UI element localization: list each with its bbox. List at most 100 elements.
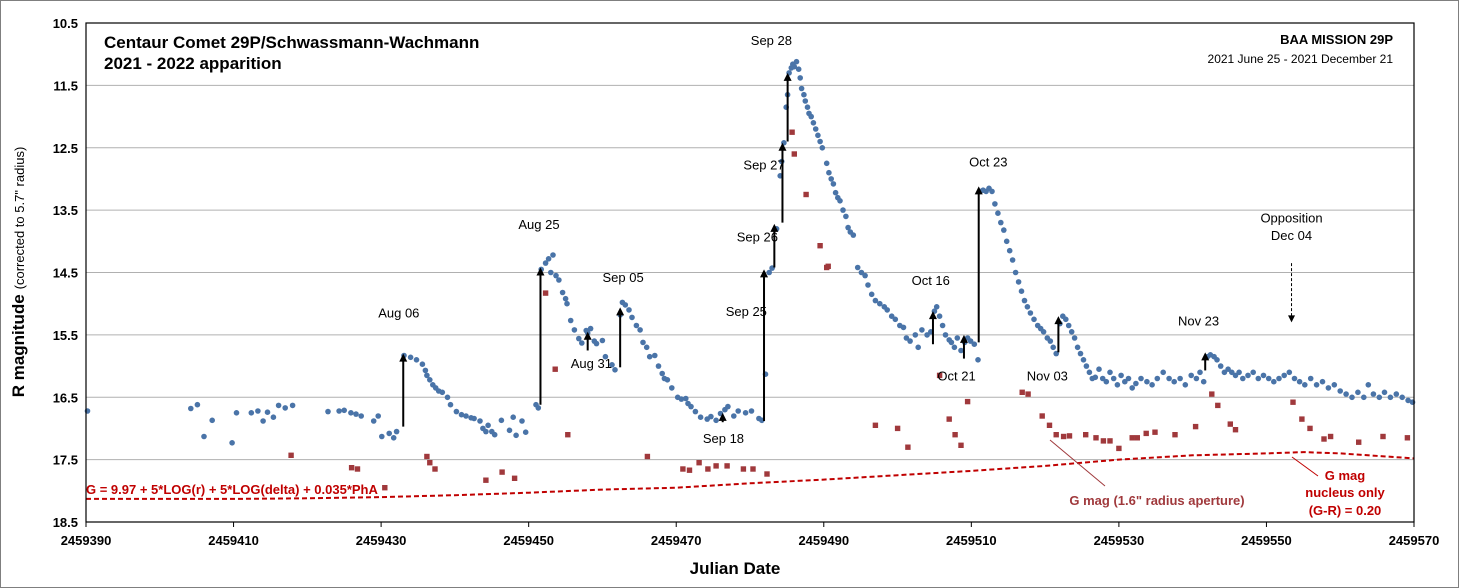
x-tick-label: 2459450 — [503, 533, 554, 548]
outburst-label: Aug 06 — [378, 305, 419, 320]
outburst-arrow-head — [959, 334, 968, 343]
g-point — [789, 129, 795, 135]
r-point — [1240, 375, 1246, 382]
r-point — [854, 264, 861, 271]
g-point — [894, 425, 901, 432]
r-point — [1250, 369, 1256, 376]
r-point — [407, 354, 414, 361]
r-point — [1149, 382, 1155, 388]
r-point — [576, 335, 582, 342]
r-point — [264, 409, 271, 416]
g-point — [1380, 433, 1386, 440]
outburst-label: Sep 25 — [726, 304, 767, 319]
r-point — [270, 414, 277, 421]
g-point — [1100, 438, 1107, 444]
x-tick-label: 2459530 — [1094, 533, 1145, 548]
r-point — [912, 332, 919, 338]
outburst-arrows — [399, 72, 1210, 427]
r-point — [510, 414, 516, 421]
r-point — [808, 113, 814, 120]
r-point — [599, 337, 606, 344]
r-point — [255, 408, 261, 414]
r-point — [1331, 382, 1338, 388]
r-point — [535, 405, 542, 411]
g-point — [1290, 399, 1296, 405]
r-point — [1271, 378, 1277, 385]
r-point — [248, 410, 255, 416]
r-point — [817, 138, 823, 145]
r-point — [553, 272, 559, 279]
outburst-label: Sep 26 — [737, 229, 778, 244]
r-point — [1307, 375, 1314, 382]
r-point — [1001, 227, 1007, 233]
r-point — [1166, 375, 1172, 382]
mission-label: BAA MISSION 29P — [1280, 32, 1393, 47]
g-point — [686, 467, 693, 473]
outburst-arrow-head — [770, 223, 779, 232]
r-point — [858, 269, 865, 276]
r-point — [341, 407, 348, 414]
r-point — [1118, 372, 1124, 379]
r-point — [390, 435, 397, 441]
g-point — [946, 416, 952, 422]
r-point — [1003, 238, 1010, 245]
r-point — [1265, 375, 1272, 382]
r-point — [843, 213, 849, 220]
g-point — [499, 469, 505, 475]
r-point — [1214, 357, 1220, 363]
y-tick-label: 14.5 — [53, 266, 78, 281]
outburst-arrow-head — [718, 412, 727, 421]
r-point — [840, 207, 846, 213]
r-point — [742, 410, 749, 416]
y-tick-label: 13.5 — [53, 203, 78, 218]
r-point — [826, 169, 832, 176]
g-point — [1152, 429, 1158, 435]
g-point — [1134, 435, 1140, 441]
r-point — [439, 389, 446, 396]
g-point — [952, 432, 958, 438]
r-point — [791, 63, 798, 70]
r-point — [427, 377, 433, 383]
r-point — [1229, 369, 1235, 376]
r-point — [325, 408, 331, 415]
r-point — [804, 104, 811, 110]
r-point — [812, 126, 819, 132]
r-point — [386, 430, 393, 437]
r-point — [629, 314, 635, 321]
r-point — [692, 408, 699, 415]
r-point — [545, 255, 552, 262]
r-point — [872, 297, 879, 304]
r-point — [564, 300, 570, 307]
r-point — [1349, 394, 1355, 401]
r-point — [358, 413, 365, 419]
r-point — [1200, 378, 1207, 385]
r-point — [463, 413, 469, 419]
r-point — [201, 433, 207, 440]
r-point — [850, 232, 857, 238]
r-point — [550, 252, 556, 258]
g-nucleus-line — [86, 451, 1415, 500]
r-point — [1236, 369, 1242, 376]
g-point — [483, 477, 489, 483]
g-point — [1039, 413, 1045, 419]
r-point — [1319, 378, 1326, 385]
r-point — [725, 403, 731, 410]
r-point — [1065, 322, 1072, 329]
outburst-label: Sep 18 — [703, 431, 744, 446]
r-point — [282, 405, 289, 411]
r-point — [498, 417, 505, 424]
r-point — [678, 396, 685, 402]
r-point — [571, 327, 578, 333]
outburst-label: Aug 31 — [571, 356, 612, 371]
g-nucleus-label-line2: nucleus only — [1305, 485, 1385, 500]
r-point — [348, 410, 354, 416]
x-axis-label: Julian Date — [690, 559, 781, 578]
r-point — [1286, 369, 1293, 376]
x-tick-label: 2459490 — [798, 533, 849, 548]
chart-title-line1: Centaur Comet 29P/Schwassmann-Wachmann — [104, 33, 479, 52]
r-point — [942, 332, 949, 338]
g-point — [1143, 430, 1149, 437]
outburst-arrow-head — [974, 186, 983, 195]
g-point — [724, 463, 730, 469]
r-point — [1040, 329, 1047, 335]
